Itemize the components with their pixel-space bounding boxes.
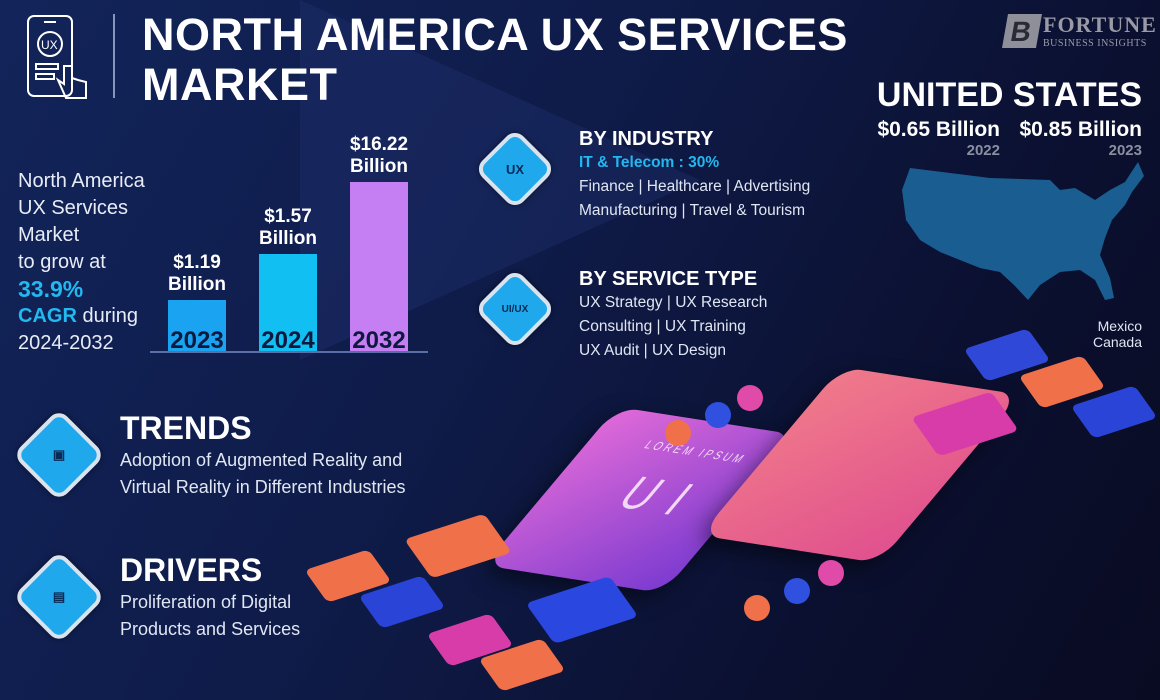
bubble bbox=[665, 420, 691, 446]
us-title: UNITED STATES bbox=[876, 76, 1142, 114]
card bbox=[404, 513, 512, 579]
bubble bbox=[737, 385, 763, 411]
svg-text:UX: UX bbox=[41, 38, 58, 52]
market-summary: North America UX Services Market to grow at… bbox=[18, 170, 145, 354]
ux-phone-tap-icon: UX bbox=[26, 14, 88, 102]
market-bar-chart: 2023 $1.19 Billion 2024 $1.57 Billion 2032 $16.… bbox=[150, 130, 430, 354]
bubble bbox=[818, 560, 844, 586]
us-value-2023: $0.85 Billion 2023 bbox=[1019, 118, 1142, 159]
trends-icon: ▣ bbox=[12, 408, 106, 502]
bar-year-label: 2032 bbox=[352, 327, 406, 354]
page-title: NORTH AMERICA UX SERVICES MARKET bbox=[142, 9, 848, 110]
by-industry-section: BY INDUSTRY IT & Telecom : 30% Finance |… bbox=[579, 128, 811, 219]
bar-value-label: $1.19 Billion bbox=[167, 252, 227, 295]
by-service-section: BY SERVICE TYPE UX Strategy | UX Researc… bbox=[579, 268, 768, 359]
bubble bbox=[705, 402, 731, 428]
other-countries: Mexico Canada bbox=[1092, 318, 1142, 350]
drivers-section: DRIVERS Proliferation of Digital Products … bbox=[120, 552, 301, 639]
bar-2032: 2032 bbox=[350, 182, 408, 354]
drivers-icon: ▤ bbox=[12, 550, 106, 644]
bubble bbox=[784, 578, 810, 604]
divider bbox=[113, 14, 115, 98]
bar-2023: 2023 bbox=[168, 300, 226, 354]
bar-value-label: $16.22 Billion bbox=[349, 134, 409, 177]
us-map bbox=[902, 162, 1144, 300]
bar-value-label: $1.57 Billion bbox=[258, 206, 318, 249]
bar-year-label: 2023 bbox=[170, 327, 224, 354]
bar-year-label: 2024 bbox=[261, 327, 315, 354]
bar-2024: 2024 bbox=[259, 254, 317, 354]
trends-section: TRENDS Adoption of Augmented Reality and V… bbox=[120, 410, 406, 497]
chart-baseline bbox=[150, 351, 428, 353]
us-value-2022: $0.65 Billion 2022 bbox=[877, 118, 1000, 159]
bubble bbox=[744, 595, 770, 621]
